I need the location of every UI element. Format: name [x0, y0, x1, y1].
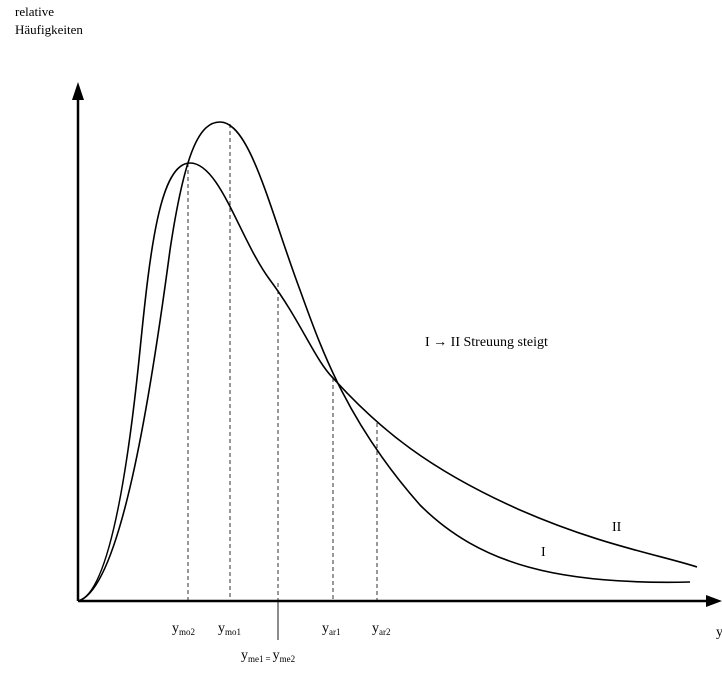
marker-sub: ar1: [329, 627, 341, 637]
marker-base: y: [241, 648, 248, 663]
marker-sub: me2: [280, 654, 296, 664]
marker-sub: mo1: [225, 627, 241, 637]
marker-label: ymo1: [218, 621, 241, 637]
marker-base: y: [372, 621, 379, 636]
marker-base: y: [172, 621, 179, 636]
x-axis-label: y: [716, 625, 722, 640]
marker-sub: me1: [248, 654, 264, 664]
marker-label: yar2: [372, 621, 391, 637]
curve-ii: [77, 162, 698, 602]
marker-label: yar1: [322, 621, 341, 637]
marker-base: y: [322, 621, 329, 636]
annotation: I → II Streuung steigt: [425, 335, 548, 350]
y-axis-label: Häufigkeiten: [15, 22, 83, 37]
median-label: yme1 = yme2: [241, 648, 295, 664]
y-axis-label: relative: [15, 4, 54, 19]
marker-base: y: [218, 621, 225, 636]
equals: =: [266, 654, 271, 664]
curve-label: II: [612, 520, 622, 535]
marker-sub: mo2: [179, 627, 195, 637]
curve-i: [77, 121, 691, 602]
curve-label: I: [541, 545, 546, 560]
x-arrow: [706, 595, 722, 607]
y-arrow: [72, 82, 84, 100]
marker-label: ymo2: [172, 621, 195, 637]
marker-sub: ar2: [379, 627, 391, 637]
marker-base: y: [273, 648, 280, 663]
